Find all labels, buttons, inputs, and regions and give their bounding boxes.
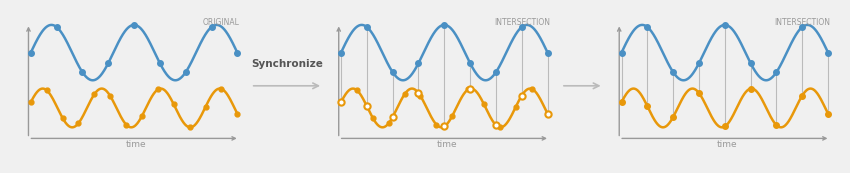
Text: INTERSECTION: INTERSECTION <box>774 18 830 27</box>
Text: time: time <box>436 140 457 149</box>
Text: time: time <box>126 140 147 149</box>
Text: Synchronize: Synchronize <box>251 58 323 69</box>
Text: ORIGINAL: ORIGINAL <box>203 18 240 27</box>
Text: time: time <box>717 140 738 149</box>
Text: INTERSECTION: INTERSECTION <box>494 18 550 27</box>
